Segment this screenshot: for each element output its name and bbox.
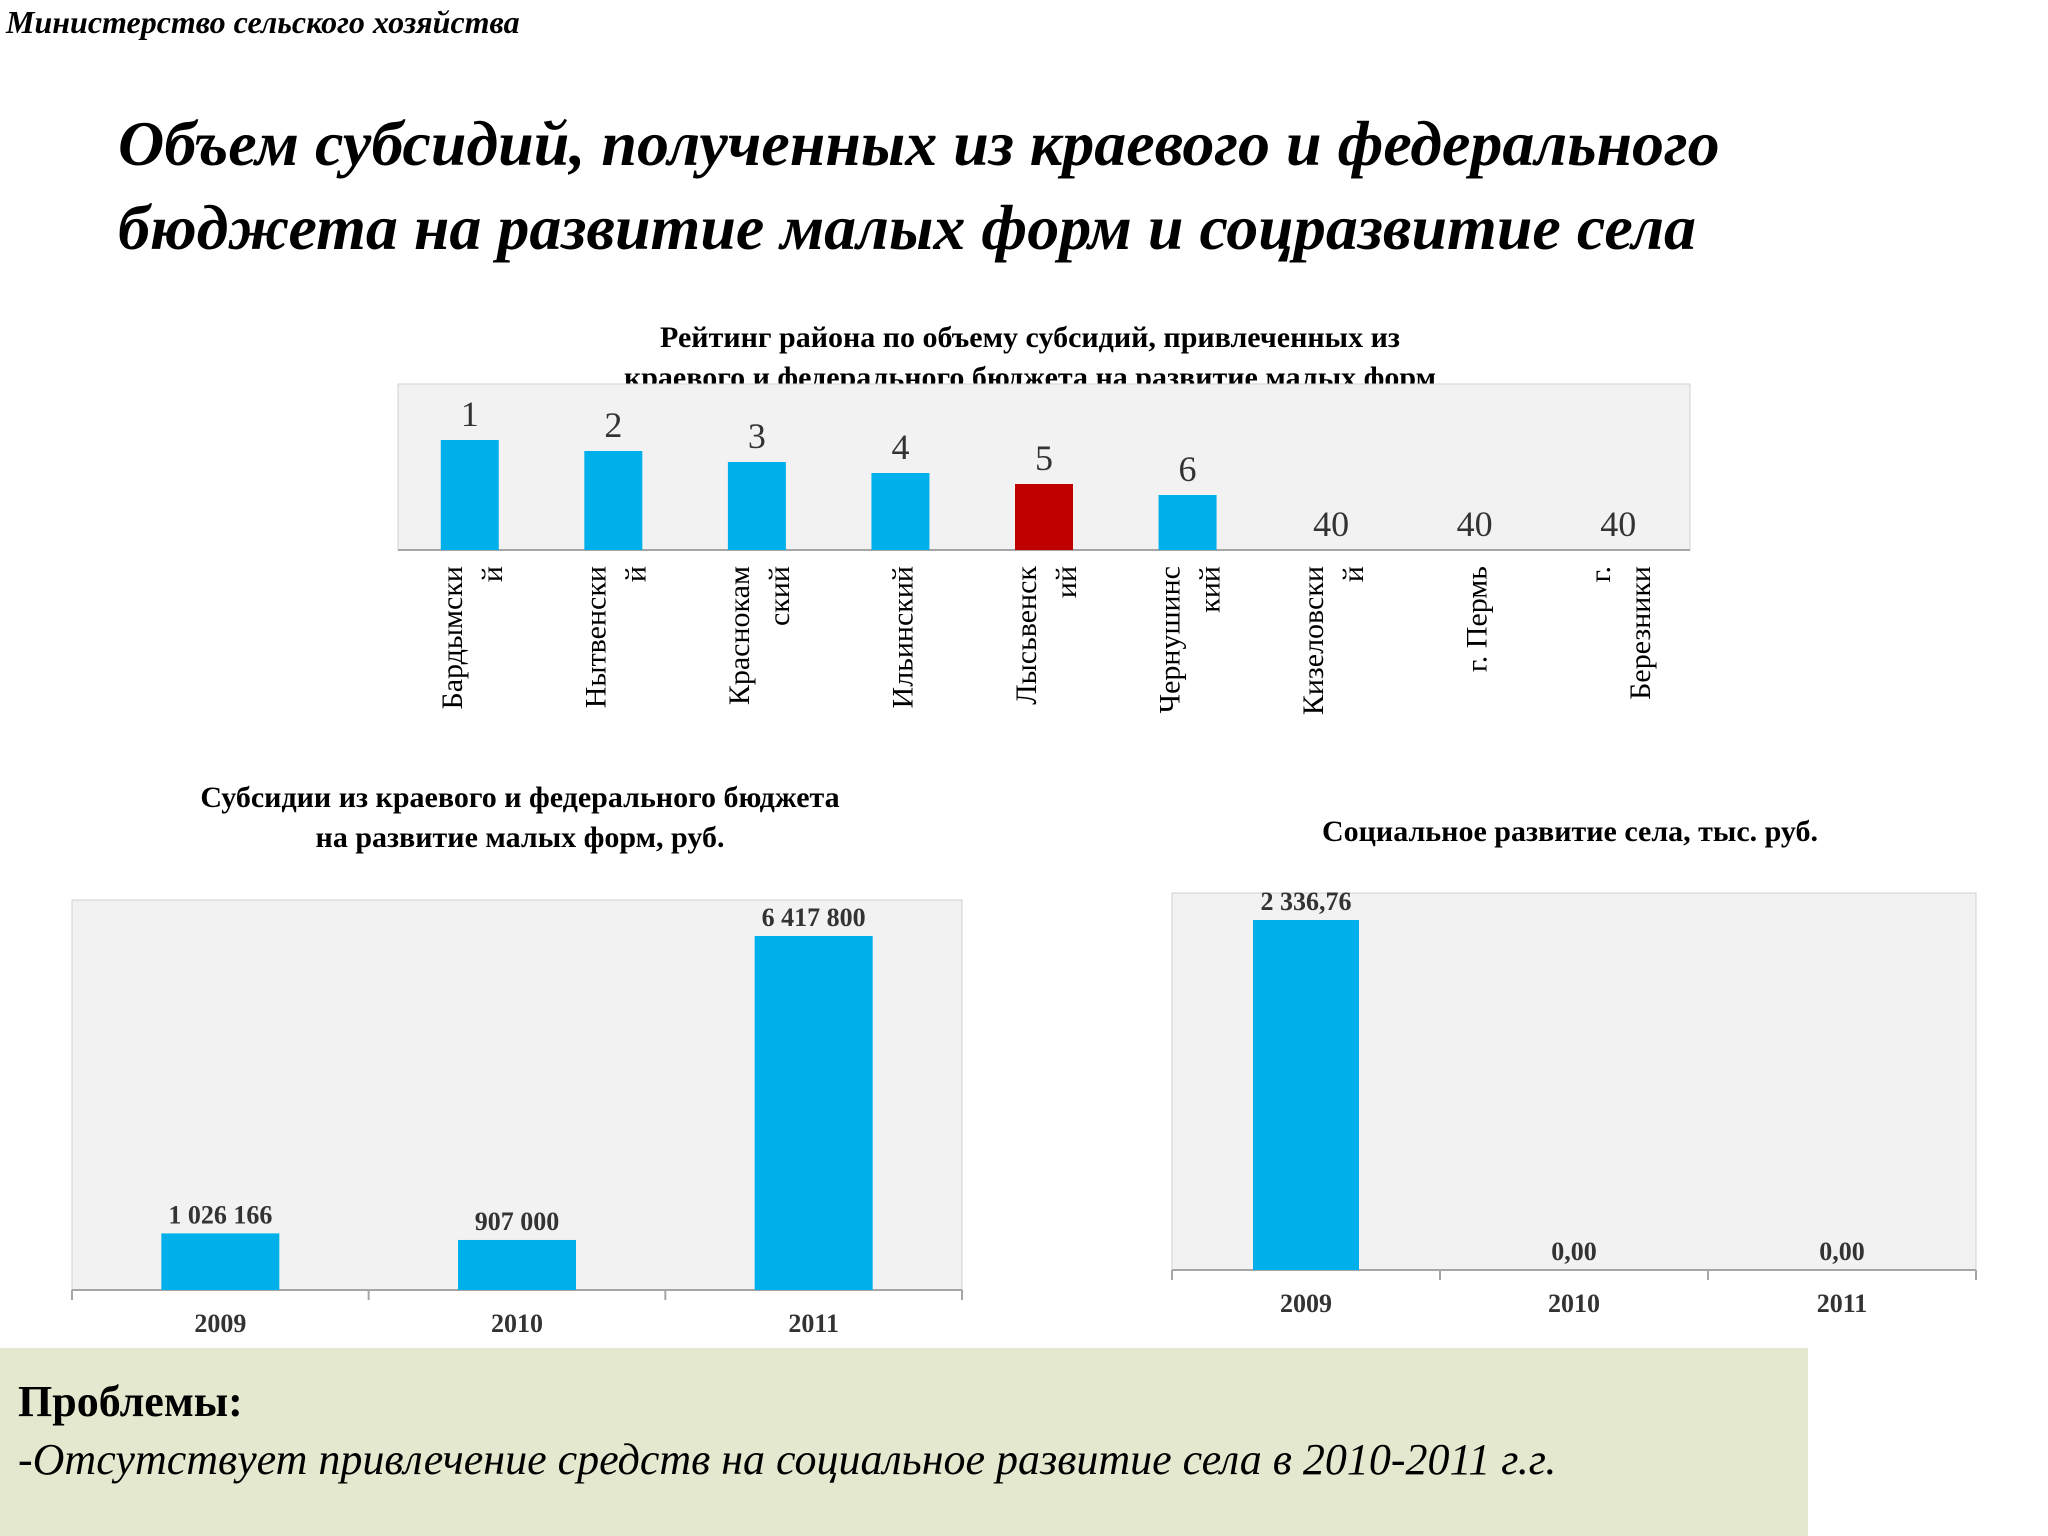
small-forms-chart-title-line-1: Субсидии из краевого и федерального бюдж… xyxy=(200,781,840,814)
social-chart-title-line-1: Социальное развитие села, тыс. руб. xyxy=(1321,815,1819,848)
rating-bar xyxy=(871,473,930,550)
rating-value-label: 5 xyxy=(1035,438,1053,478)
small-forms-value-label: 907 000 xyxy=(475,1207,560,1236)
social-chart: 2 336,76 2009 0,00 2010 0,00 2011 xyxy=(1171,887,1977,1318)
small-forms-category-label: 2009 xyxy=(194,1309,246,1338)
rating-category-label: й xyxy=(476,566,509,582)
rating-value-label: 1 xyxy=(461,394,479,434)
rating-category-label: г. xyxy=(1584,566,1617,582)
rating-category-label: Краснокам xyxy=(723,566,756,705)
small-forms-value-label: 6 417 800 xyxy=(762,903,866,932)
social-value-label: 0,00 xyxy=(1551,1237,1597,1266)
rating-chart: 1 Бардымски й 2 Нытвенски й 3 Краснокам ский 4 Иль… xyxy=(397,383,1691,715)
small-forms-value-label: 1 026 166 xyxy=(168,1200,272,1229)
rating-value-label: 40 xyxy=(1600,504,1636,544)
slide-title-line-2: бюджета на развитие малых форм и соцразв… xyxy=(118,192,1697,263)
social-category-label: 2010 xyxy=(1548,1289,1600,1318)
rating-category-label: Нытвенски xyxy=(579,566,612,708)
rating-bar xyxy=(1015,484,1073,550)
problems-item: -Отсутствует привлечение средств на соци… xyxy=(18,1435,1557,1484)
small-forms-bar xyxy=(161,1233,280,1290)
rating-category-label: ский xyxy=(763,566,796,626)
rating-value-label: 40 xyxy=(1313,504,1349,544)
rating-chart-title-line-1: Рейтинг района по объему субсидий, привл… xyxy=(660,321,1400,354)
small-forms-chart: 1 026 166 2009 907 000 2010 6 417 800 2011 xyxy=(71,899,963,1338)
rating-category-label: й xyxy=(1337,566,1370,582)
rating-category-label: Лысьвенск xyxy=(1010,566,1043,705)
social-bar xyxy=(1253,920,1359,1270)
slide-title: Объем субсидий, полученных из краевого и… xyxy=(118,102,1998,270)
small-forms-category-label: 2010 xyxy=(491,1309,543,1338)
social-chart-title: Социальное развитие села, тыс. руб. xyxy=(1230,812,1910,852)
rating-bar xyxy=(440,440,499,550)
rating-category-label: Кизеловски xyxy=(1297,566,1330,715)
social-category-label: 2011 xyxy=(1817,1289,1868,1318)
charts-canvas: 1 Бардымски й 2 Нытвенски й 3 Краснокам ский 4 Иль… xyxy=(71,383,1977,1338)
rating-value-label: 3 xyxy=(748,416,766,456)
problems-panel: Проблемы: -Отсутствует привлечение средс… xyxy=(0,1348,1808,1536)
rating-bar xyxy=(1158,495,1217,550)
social-category-label: 2009 xyxy=(1280,1289,1332,1318)
slide-title-line-1: Объем субсидий, полученных из краевого и… xyxy=(118,108,1720,179)
rating-value-label: 6 xyxy=(1179,449,1197,489)
small-forms-category-label: 2011 xyxy=(788,1309,839,1338)
rating-value-label: 40 xyxy=(1457,504,1493,544)
rating-category-label: кий xyxy=(1194,566,1227,613)
small-forms-chart-title-line-2: на развитие малых форм, руб. xyxy=(315,821,725,854)
rating-value-label: 2 xyxy=(604,405,622,445)
small-forms-chart-title: Субсидии из краевого и федерального бюдж… xyxy=(100,778,940,858)
rating-category-label: Ильинский xyxy=(886,566,919,708)
problems-heading: Проблемы: xyxy=(18,1377,243,1426)
rating-bar xyxy=(727,462,786,550)
rating-category-label: Березники xyxy=(1624,566,1657,700)
rating-value-label: 4 xyxy=(891,427,909,467)
small-forms-bar xyxy=(458,1239,576,1290)
ministry-label: Министерство сельского хозяйства xyxy=(6,4,520,40)
rating-bar xyxy=(584,451,643,550)
rating-category-label: Бардымски xyxy=(436,566,469,710)
small-forms-bar xyxy=(754,936,873,1290)
rating-category-label: й xyxy=(619,566,652,582)
rating-category-label: г. Пермь xyxy=(1461,566,1494,672)
social-value-label: 2 336,76 xyxy=(1261,887,1352,916)
social-value-label: 0,00 xyxy=(1819,1237,1865,1266)
rating-category-label: ий xyxy=(1050,566,1083,598)
rating-category-label: Чернушинс xyxy=(1154,566,1187,713)
